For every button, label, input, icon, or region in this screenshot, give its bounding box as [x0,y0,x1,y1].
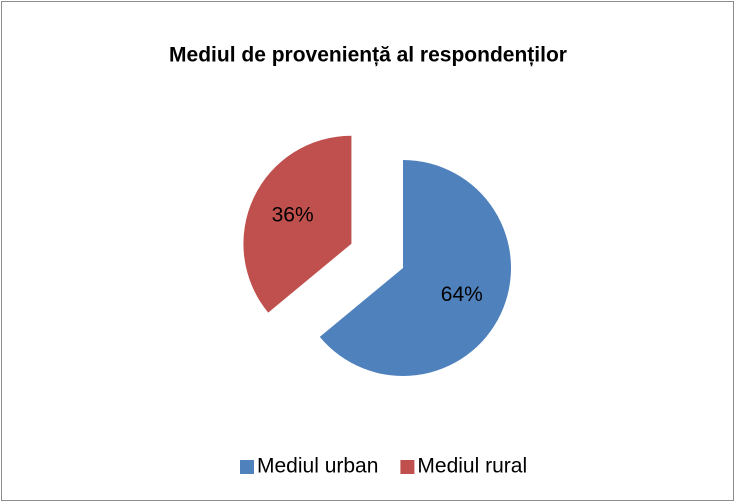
legend-label: Mediul rural [417,455,527,478]
data-label: 36% [272,204,314,227]
pie-slice [243,135,352,313]
legend-label: Mediul urban [257,455,378,478]
legend-swatch [240,460,254,474]
chart-title: Mediul de proveniență al respondenților [169,44,567,67]
legend-swatch [400,460,415,474]
data-label: 64% [441,283,483,306]
pie-slice [319,160,511,377]
